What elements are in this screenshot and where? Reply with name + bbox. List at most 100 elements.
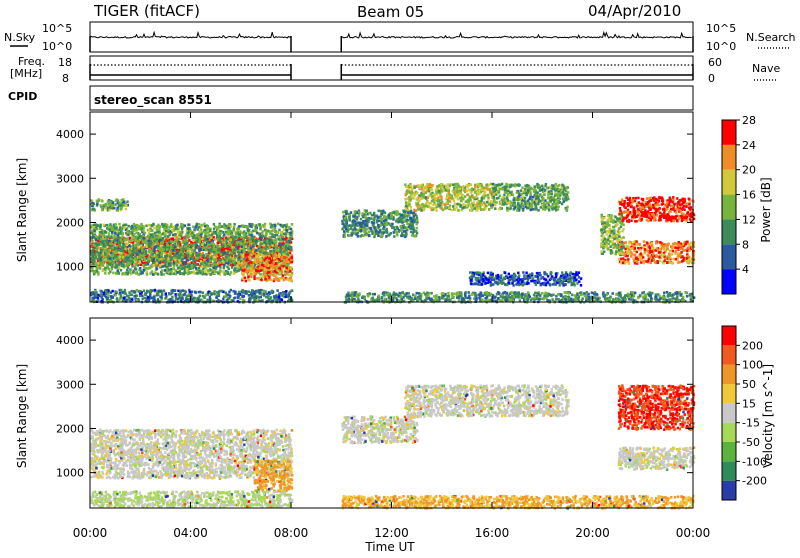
power-cell [264,240,266,243]
power-cell [276,245,278,248]
power-cell [160,296,162,299]
power-cell [91,297,93,300]
power-cell [228,291,230,294]
power-cell [222,235,224,238]
power-cell [116,298,118,301]
power-cell [216,245,218,248]
power-cell [120,269,122,272]
power-cell [290,232,292,235]
power-cell [158,290,160,293]
power-cell [649,291,651,294]
power-cell [223,252,225,255]
power-cell [275,278,277,281]
power-cell [173,254,175,257]
power-cell [139,295,141,298]
power-cell [196,269,198,272]
power-cell [198,237,200,240]
power-cell [256,245,258,248]
power-cell [278,238,280,241]
power-cell [155,256,157,259]
power-cell [200,260,202,263]
power-cell [195,246,197,249]
power-cell [227,229,229,232]
power-cell [142,264,144,267]
power-cell [135,229,137,232]
power-cell [109,223,111,226]
power-cell [186,242,188,245]
power-cell [270,242,272,245]
power-cell [253,278,255,281]
power-cell [213,231,215,234]
power-cell [208,241,210,244]
power-cell [265,255,267,258]
power-cell [234,267,236,270]
power-cell [119,256,121,259]
power-cell [181,256,183,259]
power-cell [131,294,133,297]
power-cell [121,199,123,202]
power-cell [136,232,138,235]
power-cell [237,258,239,261]
power-cell [219,225,221,228]
power-cell [174,289,176,292]
power-cell [143,290,145,293]
power-cell [93,230,95,233]
power-cell [139,267,141,270]
power-cell [187,249,189,252]
power-cell [256,232,258,235]
power-cell [186,268,188,271]
power-cell [112,250,114,253]
power-cell [173,262,175,265]
power-cell [279,254,281,257]
power-cell [199,291,201,294]
power-cell [92,263,94,266]
power-cell [118,299,120,302]
power-cell [162,233,164,236]
power-cell [161,254,163,257]
power-cell [127,273,129,276]
power-cell [218,261,220,264]
power-cell [182,289,184,292]
power-cell [123,297,125,300]
power-cell [275,247,277,250]
power-cell [198,253,200,256]
power-cell [157,299,159,302]
power-cell [252,250,254,253]
power-cell [174,233,176,236]
power-cell [168,240,170,243]
power-cell [210,273,212,276]
power-cell [194,297,196,300]
power-cell [112,261,114,264]
power-cell [112,201,114,204]
power-cell [156,268,158,271]
nsky-label: N.Sky [4,31,36,44]
power-cell [195,267,197,270]
power-cell [102,270,104,273]
power-cell [164,269,166,272]
power-cell [255,249,257,252]
power-cell [583,292,585,295]
power-cell [268,252,270,255]
power-cell [100,238,102,241]
power-cell [496,293,498,296]
power-cell [163,252,165,255]
power-cell [169,226,171,229]
power-cell [156,251,158,254]
power-cell [247,248,249,251]
power-cell [227,232,229,235]
power-cell [116,207,118,210]
power-cell [231,241,233,244]
power-cell [135,268,137,271]
power-cell [133,223,135,226]
power-cell [215,248,217,251]
power-cell [106,265,108,268]
power-cell [241,262,243,265]
power-cell [182,224,184,227]
power-cell [197,297,199,300]
power-cell [219,266,221,269]
power-cell [241,254,243,257]
power-cell [226,238,228,241]
power-cell [195,243,197,246]
power-cell [248,298,250,301]
power-cell [176,252,178,255]
